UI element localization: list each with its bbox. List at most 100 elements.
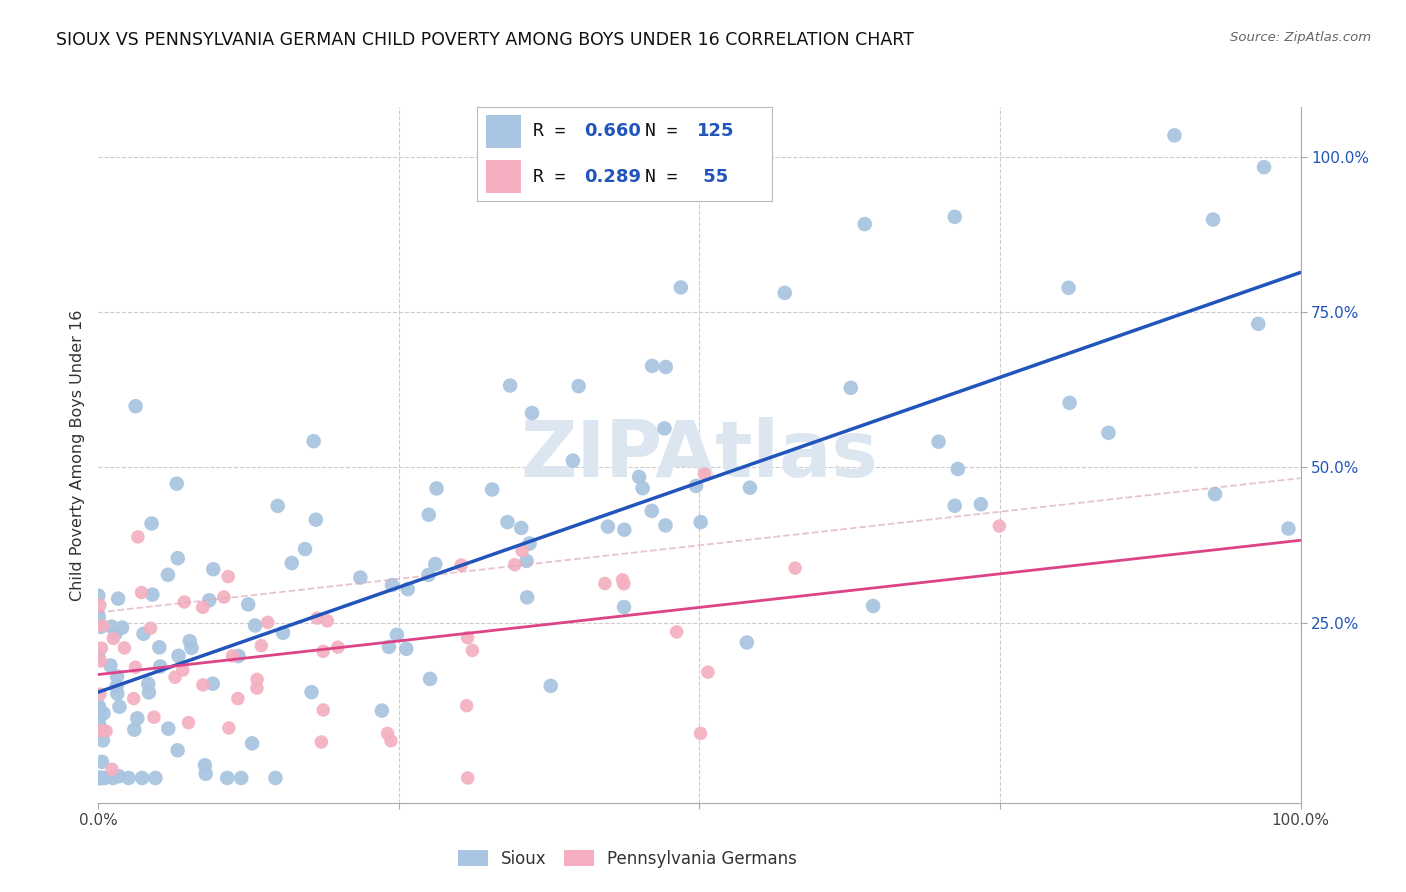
Text: 0.289: 0.289 — [585, 168, 641, 186]
Point — [378, 640, 401, 654]
Point — [156, 567, 179, 582]
Point — [89, 654, 111, 668]
Point — [693, 467, 716, 481]
Point — [613, 600, 636, 615]
Point — [90, 771, 112, 785]
Bar — [486, 114, 522, 148]
Point — [93, 706, 115, 721]
Point — [217, 771, 239, 785]
Point — [738, 481, 761, 495]
Point — [568, 379, 591, 393]
Point — [294, 542, 316, 557]
Point — [89, 771, 111, 785]
Point — [98, 658, 121, 673]
Point — [839, 381, 862, 395]
Point — [326, 640, 349, 655]
Point — [145, 771, 167, 785]
Point — [87, 699, 110, 714]
Point — [124, 660, 146, 674]
Point — [988, 519, 1011, 533]
Point — [89, 599, 111, 613]
Point — [191, 600, 214, 615]
Text: N =: N = — [645, 122, 689, 140]
Point — [1253, 160, 1275, 174]
Point — [520, 406, 543, 420]
Point — [377, 726, 399, 740]
Point — [281, 556, 304, 570]
Point — [256, 615, 278, 630]
Point — [100, 619, 122, 633]
Point — [87, 771, 110, 785]
Point — [91, 723, 114, 738]
Point — [613, 523, 636, 537]
Point — [89, 702, 111, 716]
Point — [312, 644, 335, 658]
Point — [853, 217, 876, 231]
Point — [503, 558, 526, 572]
Point — [654, 518, 676, 533]
Point — [735, 635, 758, 649]
Point — [311, 735, 333, 749]
Text: N =: N = — [645, 168, 689, 186]
Point — [943, 210, 966, 224]
Legend: Sioux, Pennsylvania Germans: Sioux, Pennsylvania Germans — [451, 843, 803, 874]
Point — [101, 771, 124, 785]
Point — [132, 626, 155, 640]
Point — [785, 561, 807, 575]
Point — [457, 771, 479, 785]
Point — [773, 285, 796, 300]
Point — [228, 648, 250, 663]
Point — [202, 562, 225, 576]
Point — [1277, 522, 1299, 536]
Point — [179, 634, 201, 648]
Point — [243, 618, 266, 632]
Point — [139, 621, 162, 635]
Text: SIOUX VS PENNSYLVANIA GERMAN CHILD POVERTY AMONG BOYS UNDER 16 CORRELATION CHART: SIOUX VS PENNSYLVANIA GERMAN CHILD POVER… — [56, 31, 914, 49]
Point — [928, 434, 950, 449]
Point — [231, 771, 253, 785]
Point — [669, 280, 692, 294]
Point — [418, 508, 440, 522]
Point — [419, 672, 441, 686]
Point — [307, 611, 329, 625]
Point — [613, 577, 636, 591]
Point — [271, 625, 294, 640]
Point — [970, 497, 993, 511]
Point — [163, 670, 186, 684]
Point — [305, 513, 328, 527]
Point — [114, 640, 136, 655]
Point — [510, 521, 533, 535]
Point — [104, 627, 127, 641]
Point — [87, 650, 110, 665]
Point — [177, 715, 200, 730]
Point — [316, 614, 339, 628]
Y-axis label: Child Poverty Among Boys Under 16: Child Poverty Among Boys Under 16 — [70, 310, 86, 600]
Point — [655, 359, 678, 374]
Text: 55: 55 — [696, 168, 728, 186]
Text: 125: 125 — [696, 122, 734, 140]
Point — [94, 724, 117, 739]
Point — [426, 482, 449, 496]
Point — [91, 771, 114, 785]
Point — [457, 631, 479, 645]
Point — [122, 691, 145, 706]
Point — [131, 771, 153, 785]
Point — [302, 434, 325, 449]
Point — [94, 771, 117, 785]
Point — [312, 703, 335, 717]
Point — [418, 568, 440, 582]
Point — [461, 643, 484, 657]
Point — [218, 721, 240, 735]
Point — [381, 578, 404, 592]
Point — [499, 378, 522, 392]
Point — [641, 504, 664, 518]
Point — [862, 599, 884, 613]
Point — [561, 453, 583, 467]
Point — [1057, 281, 1080, 295]
Point — [641, 359, 664, 373]
Point — [194, 767, 217, 781]
Point — [166, 743, 188, 757]
Point — [131, 585, 153, 599]
Point — [136, 677, 159, 691]
Point — [103, 632, 125, 646]
